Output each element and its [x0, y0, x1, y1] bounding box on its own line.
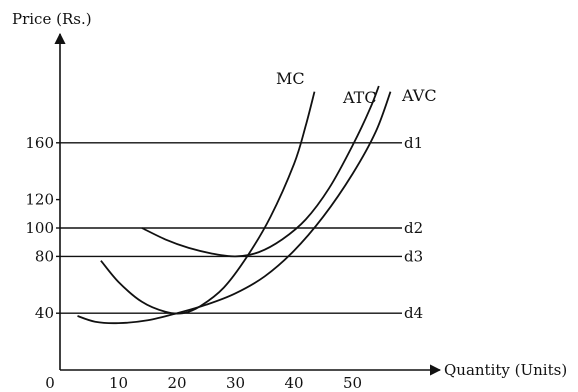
y-axis-label: Price (Rs.): [12, 10, 92, 28]
y-tick-label: 100: [25, 219, 54, 237]
x-ticks: 0 10 20 30 40 50: [45, 374, 362, 392]
curve-label-atc: ATC: [342, 88, 377, 107]
curve-avc: [77, 91, 392, 325]
x-tick-label: 30: [226, 374, 245, 392]
y-ticks: 40 80 100 120 160: [25, 134, 60, 322]
price-line-label-d2: d2: [404, 219, 423, 237]
curve-atc: [141, 85, 380, 258]
cost-curves: MC ATC AVC: [77, 69, 437, 325]
x-tick-label: 10: [109, 374, 128, 392]
price-lines: d1 d2 d3 d4: [60, 134, 423, 322]
y-tick-label: 80: [35, 247, 54, 265]
x-tick-label: 50: [343, 374, 362, 392]
curve-mc: [100, 91, 316, 315]
curve-label-mc: MC: [276, 69, 305, 88]
price-line-label-d3: d3: [404, 247, 423, 265]
y-tick-label: 160: [25, 134, 54, 152]
y-tick-label: 120: [25, 191, 54, 209]
x-axis-label: Quantity (Units): [444, 361, 567, 379]
x-tick-label: 20: [167, 374, 186, 392]
price-line-label-d4: d4: [404, 304, 423, 322]
x-tick-label: 40: [284, 374, 303, 392]
curve-label-avc: AVC: [401, 86, 437, 105]
y-tick-label: 40: [35, 304, 54, 322]
x-tick-label: 0: [45, 374, 55, 392]
price-line-label-d1: d1: [404, 134, 423, 152]
